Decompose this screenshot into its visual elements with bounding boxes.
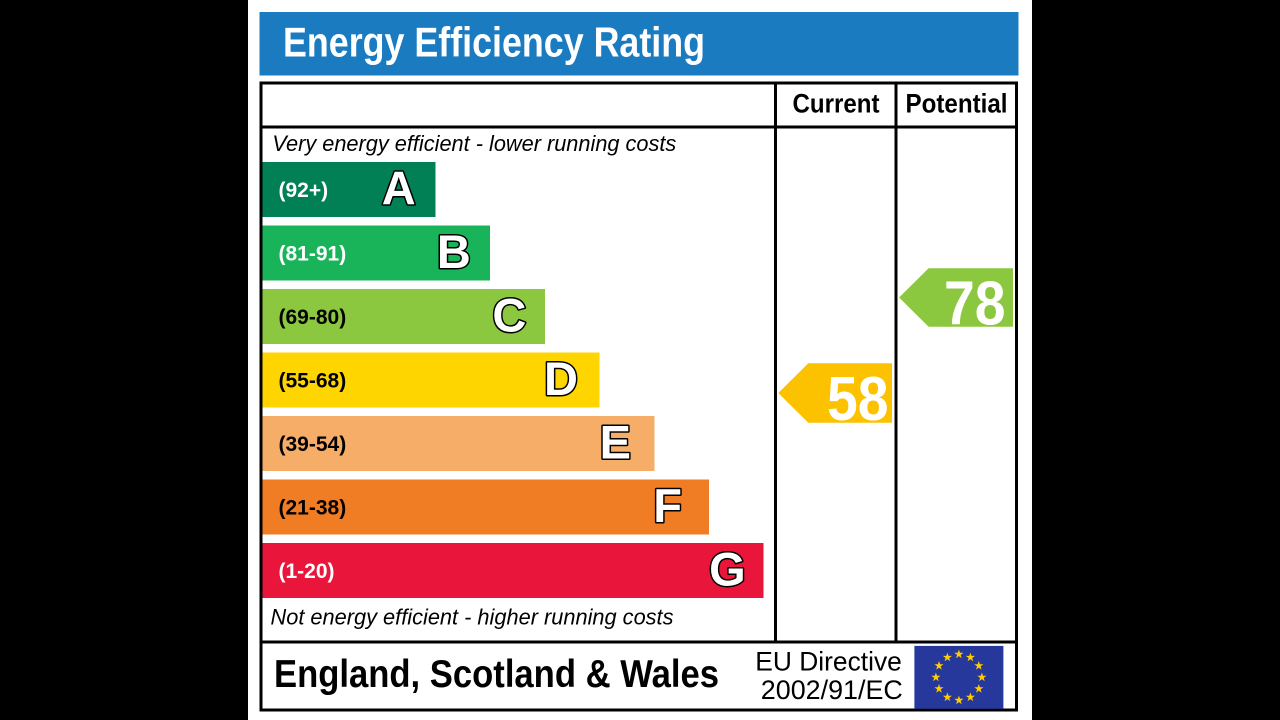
svg-text:2002/91/EC: 2002/91/EC [761,675,903,705]
svg-text:G: G [709,542,746,595]
svg-text:F: F [653,479,682,532]
svg-text:(21-38): (21-38) [279,497,347,520]
svg-text:EU Directive: EU Directive [755,647,902,677]
svg-text:England, Scotland & Wales: England, Scotland & Wales [274,653,719,696]
svg-text:(92+): (92+) [279,179,329,202]
svg-text:(1-20): (1-20) [279,560,335,583]
svg-text:58: 58 [827,365,889,434]
svg-text:Potential: Potential [906,89,1008,119]
svg-text:B: B [437,225,471,278]
svg-text:(81-91): (81-91) [279,243,347,266]
svg-text:Not energy efficient - higher: Not energy efficient - higher running co… [271,605,674,630]
svg-text:(39-54): (39-54) [279,433,347,456]
svg-text:E: E [600,415,631,468]
svg-text:A: A [382,161,416,214]
svg-text:(69-80): (69-80) [279,306,347,329]
svg-text:Current: Current [793,89,880,119]
svg-text:78: 78 [944,270,1006,339]
svg-text:Very energy efficient - lower: Very energy efficient - lower running co… [272,131,676,156]
svg-text:D: D [544,352,578,405]
svg-text:(55-68): (55-68) [279,370,347,393]
svg-text:Energy Efficiency Rating: Energy Efficiency Rating [283,18,705,65]
svg-text:C: C [492,288,526,341]
